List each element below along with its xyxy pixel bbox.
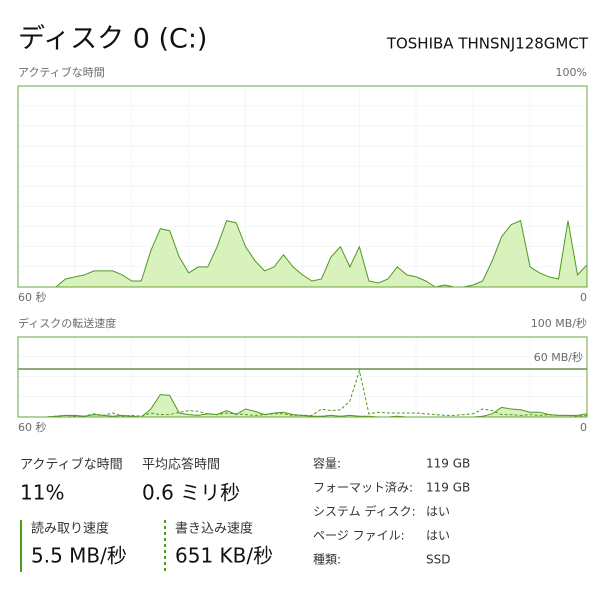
plot-background xyxy=(18,86,587,287)
stat-value: 651 KB/秒 xyxy=(175,544,273,568)
series-line xyxy=(18,220,588,288)
property-label: システム ディスク: xyxy=(313,504,416,519)
stat-label: アクティブな時間 xyxy=(20,457,123,473)
y-tick-label: 100 MB/秒 xyxy=(531,316,587,330)
property-value: 119 GB xyxy=(426,481,470,495)
property-label: ページ ファイル: xyxy=(313,529,405,543)
stat-label: 平均応答時間 xyxy=(142,457,220,473)
stat-label: 書き込み速度 xyxy=(175,521,253,537)
stat-label: 読み取り速度 xyxy=(31,521,109,537)
disk-title: ディスク 0 (C:) xyxy=(18,24,207,55)
property-label: 種類: xyxy=(313,553,341,567)
x-tick-label: 0 xyxy=(580,291,587,304)
plot-border xyxy=(17,85,588,288)
property-value: はい xyxy=(426,505,450,519)
property-value: SSD xyxy=(426,553,450,567)
x-tick-label: 60 秒 xyxy=(18,420,47,434)
area-fill xyxy=(18,220,587,287)
plot-border xyxy=(17,336,588,418)
stat-value: 11% xyxy=(20,481,64,505)
chart-title: アクティブな時間 xyxy=(18,65,105,79)
property-label: フォーマット済み: xyxy=(313,480,413,495)
chart-title: ディスクの転送速度 xyxy=(18,316,116,330)
stat-value: 0.6 ミリ秒 xyxy=(142,481,240,505)
y-tick-label: 100% xyxy=(556,66,587,79)
x-tick-label: 60 秒 xyxy=(18,290,47,304)
property-value: はい xyxy=(426,529,450,543)
stat-value: 5.5 MB/秒 xyxy=(31,544,127,568)
x-tick-label: 0 xyxy=(580,421,587,434)
property-label: 容量: xyxy=(313,456,341,471)
disk-model: TOSHIBA THNSNJ128GMCT xyxy=(386,35,589,53)
property-value: 119 GB xyxy=(426,457,470,471)
plot-background xyxy=(18,337,587,417)
area-fill xyxy=(18,394,587,417)
reference-label: 60 MB/秒 xyxy=(534,350,583,364)
write-line xyxy=(18,368,588,418)
